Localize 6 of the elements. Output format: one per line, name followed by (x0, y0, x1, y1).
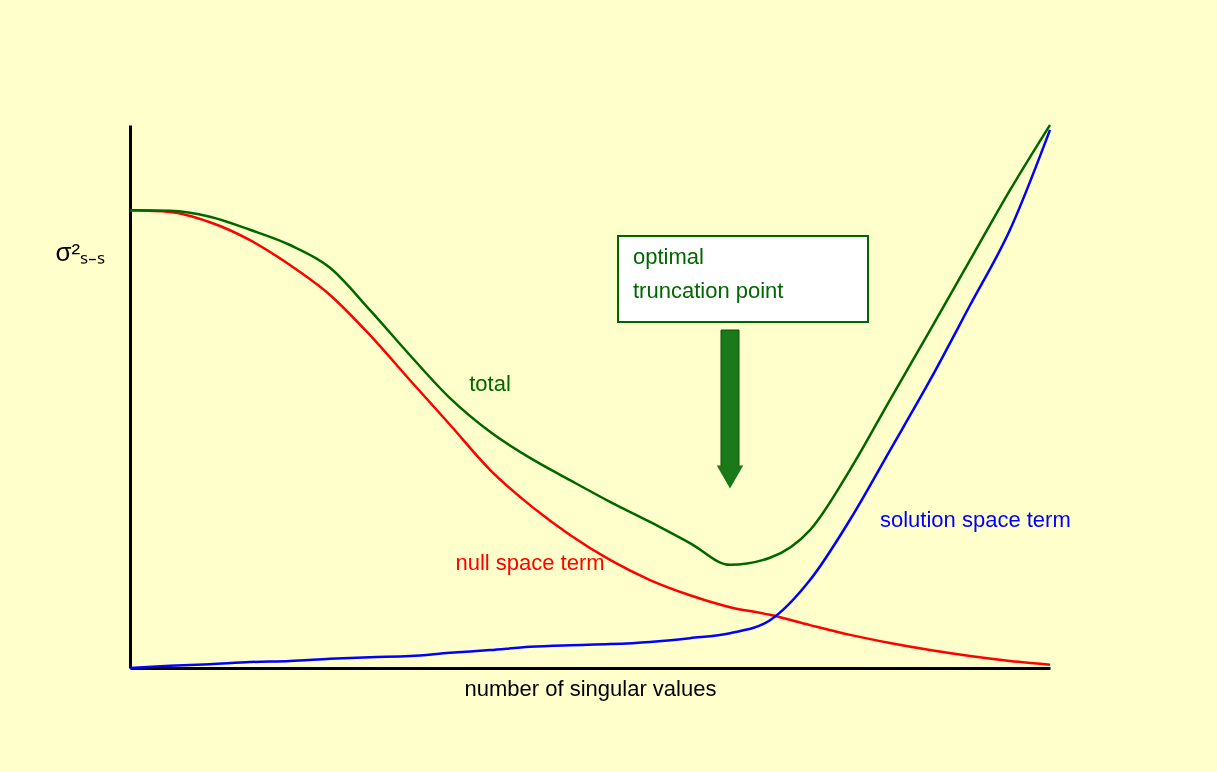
series-label: total (469, 370, 511, 396)
series-label: solution space term (880, 506, 1071, 532)
y-axis-title: σ²ₛ₋ₛ (55, 236, 106, 267)
annotation: optimal truncation point (633, 244, 784, 303)
x-axis-title: number of singular values (464, 675, 717, 701)
series-label: null space term (455, 550, 605, 576)
